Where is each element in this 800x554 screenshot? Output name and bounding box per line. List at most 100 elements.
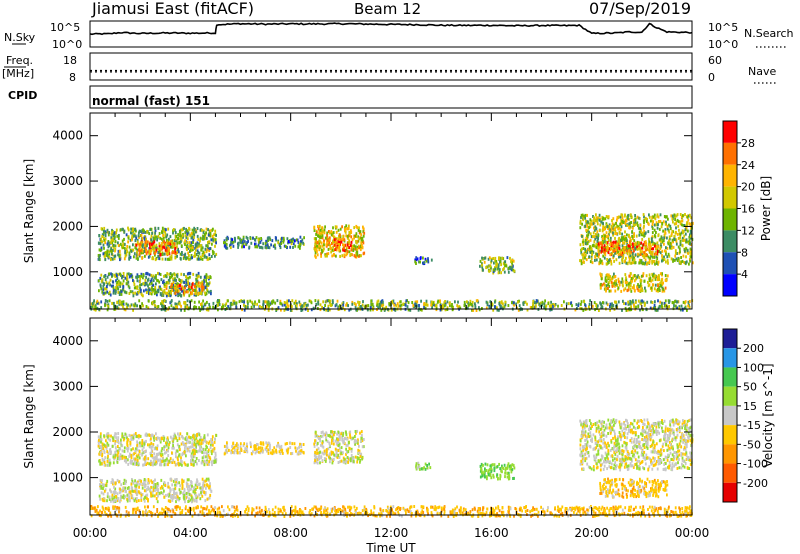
velocity-cell <box>103 461 106 464</box>
power-cell <box>209 229 212 233</box>
power-cell <box>631 235 634 239</box>
power-cell <box>677 220 680 224</box>
power-cell <box>134 239 137 243</box>
power-cell <box>362 252 365 256</box>
power-cell <box>164 291 167 295</box>
power-cell <box>502 302 504 306</box>
power-cell <box>500 304 502 308</box>
velocity-cell <box>145 489 147 493</box>
velocity-cell <box>142 463 144 467</box>
velocity-cell <box>166 448 168 452</box>
velocity-cell <box>120 454 123 458</box>
power-cell <box>225 246 227 249</box>
power-cell <box>496 262 498 266</box>
power-cell <box>328 241 330 245</box>
power-cell <box>579 226 582 230</box>
power-cell <box>321 305 323 309</box>
power-cell <box>185 275 187 278</box>
power-cell <box>483 260 486 264</box>
power-cell <box>651 283 654 287</box>
power-cell <box>141 236 144 240</box>
power-cell <box>407 301 410 305</box>
power-cell <box>259 240 262 244</box>
power-cell <box>174 250 176 254</box>
power-cell <box>184 231 187 235</box>
power-cell <box>582 238 585 242</box>
power-cell <box>599 301 601 305</box>
power-cell <box>650 288 653 292</box>
power-cell <box>141 240 144 244</box>
power-cell <box>681 244 684 248</box>
power-cell <box>203 254 206 258</box>
power-cell <box>614 275 617 278</box>
velocity-cell <box>153 438 156 442</box>
power-cell <box>646 217 648 221</box>
power-cell <box>201 282 203 286</box>
power-cell <box>211 234 214 238</box>
power-cell <box>124 251 126 255</box>
velocity-cell <box>187 491 190 495</box>
power-cell <box>674 251 677 255</box>
power-cell <box>640 259 642 263</box>
power-cell <box>133 286 136 290</box>
power-cell <box>611 304 614 308</box>
velocity-cell <box>120 494 122 498</box>
power-cell <box>632 276 634 280</box>
power-cell <box>380 300 383 303</box>
velocity-cell <box>129 452 131 456</box>
power-cell <box>169 294 172 298</box>
power-cell <box>115 290 117 294</box>
power-cell <box>637 305 640 309</box>
power-cell <box>114 291 117 295</box>
power-cell <box>237 236 240 240</box>
power-cell <box>628 217 630 221</box>
power-cell <box>358 226 360 230</box>
power-cell <box>154 229 157 233</box>
power-cell <box>172 283 174 287</box>
power-cell <box>162 229 165 233</box>
power-cell <box>485 266 487 270</box>
power-cell <box>185 227 187 231</box>
power-cell <box>565 302 568 306</box>
power-cell <box>418 260 420 264</box>
power-cell <box>601 283 604 287</box>
power-cell <box>103 287 106 291</box>
power-cell <box>611 248 614 252</box>
power-cell <box>291 240 294 243</box>
power-cell <box>622 284 624 288</box>
power-cell <box>333 235 335 239</box>
power-cell <box>512 259 515 263</box>
power-cell <box>367 304 370 308</box>
power-cell <box>178 292 180 296</box>
power-cell <box>147 306 150 310</box>
velocity-cell <box>124 457 127 461</box>
power-cell <box>653 244 656 248</box>
power-cell <box>110 258 112 262</box>
power-cell <box>475 309 478 312</box>
power-cell <box>633 258 636 262</box>
power-cell <box>414 302 417 306</box>
power-cell <box>609 236 612 240</box>
power-cell <box>232 299 235 303</box>
power-cell <box>348 246 351 250</box>
velocity-cell <box>171 446 174 450</box>
power-cell <box>126 250 129 254</box>
power-cell <box>599 272 602 276</box>
velocity-cell <box>179 462 182 466</box>
power-cell <box>678 228 680 232</box>
power-cell <box>326 238 329 242</box>
power-cell <box>396 302 399 306</box>
velocity-cell <box>108 498 111 501</box>
power-cell <box>172 281 175 284</box>
velocity-cell <box>211 463 213 467</box>
velocity-cell <box>142 445 145 449</box>
power-cell <box>604 217 607 221</box>
velocity-cell <box>158 451 161 455</box>
power-cell <box>595 258 598 262</box>
power-cell <box>601 217 604 221</box>
velocity-cell <box>146 496 148 500</box>
power-cell <box>676 252 678 255</box>
power-cell <box>602 237 604 240</box>
power-cell <box>271 300 273 304</box>
velocity-cell <box>108 463 111 467</box>
